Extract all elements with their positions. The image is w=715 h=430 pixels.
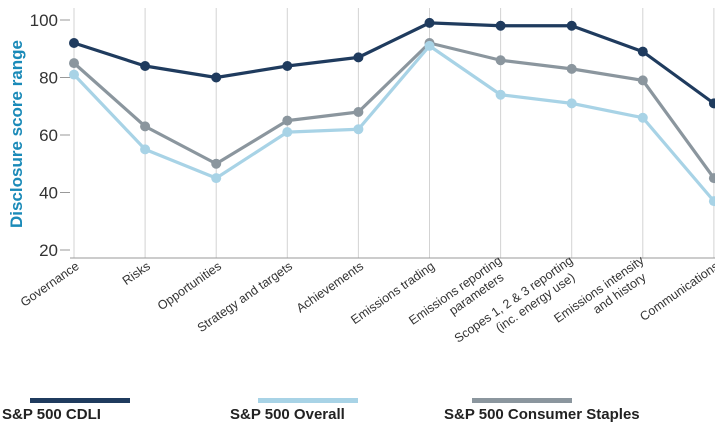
data-point (424, 40, 435, 51)
x-tick-label: Opportunities (155, 259, 224, 313)
data-point (708, 98, 715, 109)
series-line (72, 44, 715, 203)
x-tick-label: Communications (637, 259, 715, 324)
data-point (211, 173, 222, 184)
data-point (495, 55, 506, 66)
legend-swatch (258, 398, 358, 403)
data-point (637, 75, 648, 86)
data-point (69, 58, 79, 69)
y-tick-label: 60 (39, 126, 58, 145)
legend-item: S&P 500 Consumer Staples (444, 398, 715, 423)
series-line (72, 41, 715, 180)
x-tick-label: Risks (120, 259, 153, 288)
data-point (69, 69, 79, 80)
data-point (282, 115, 293, 126)
data-point (282, 61, 293, 71)
data-point (140, 61, 151, 71)
y-axis-label: Disclosure score range (7, 40, 26, 228)
series-group (69, 17, 715, 207)
legend-label: S&P 500 Overall (230, 406, 345, 423)
legend-label: S&P 500 CDLI (2, 406, 101, 423)
data-point (637, 112, 648, 123)
legend-item: S&P 500 Overall (230, 398, 503, 423)
data-point (708, 173, 715, 184)
data-point (353, 107, 364, 117)
y-tick-label: 40 (39, 184, 58, 203)
legend-swatch (472, 398, 572, 403)
data-point (69, 38, 79, 48)
x-tick-label: Achievements (294, 259, 366, 316)
grid (73, 8, 715, 258)
data-point (211, 158, 222, 169)
data-point (424, 17, 435, 28)
legend-label: S&P 500 Consumer Staples (444, 406, 640, 423)
data-point (140, 121, 151, 132)
data-point (140, 144, 151, 155)
y-tick-label: 20 (39, 241, 58, 260)
data-point (708, 196, 715, 207)
data-point (495, 89, 506, 100)
y-tick-label: 100 (30, 11, 58, 30)
data-point (495, 20, 506, 31)
legend-swatch (30, 398, 130, 403)
axes: 20 40 60 80 100 (30, 11, 715, 260)
data-point (566, 63, 577, 74)
y-tick-label: 80 (39, 69, 58, 88)
data-point (211, 72, 222, 83)
series-line (73, 21, 715, 105)
data-point (353, 124, 364, 135)
data-point (353, 52, 364, 63)
data-point (282, 127, 293, 138)
data-point (566, 20, 577, 31)
data-point (566, 98, 577, 109)
x-tick-label: Governance (18, 259, 82, 310)
data-point (637, 46, 648, 57)
legend-item: S&P 500 CDLI (2, 398, 275, 423)
